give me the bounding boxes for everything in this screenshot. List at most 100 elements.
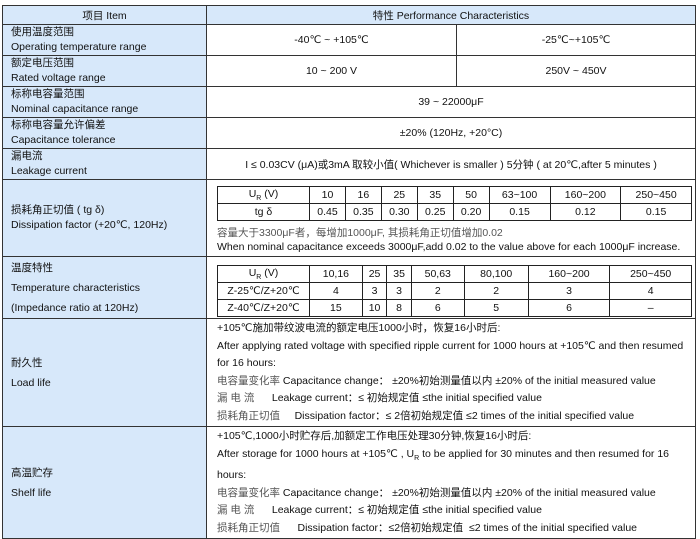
value-cell: 6 [410, 299, 465, 317]
line: +105℃施加带纹波电流的额定电压1000小时，恢复16小时后: [217, 322, 501, 334]
header-cell: 35 [416, 186, 454, 204]
row-label: Z-40℃/Z+20℃ [217, 299, 310, 317]
unit: (V) [264, 187, 279, 200]
label-temp-range: 使用温度范围 Operating temperature range [2, 24, 207, 56]
note-cn: 容量大于3300μF者，每增加1000μF, 其损耗角正切值增加0.02 [217, 227, 503, 239]
row-label: Z-25℃/Z+20℃ [217, 282, 310, 300]
label-cn: 温度特性 [11, 261, 53, 274]
table-row: tg δ 0.45 0.35 0.30 0.25 0.20 0.15 0.12 0.15 [217, 203, 692, 221]
label-cn: 损耗角正切值 ( tg δ) [11, 204, 105, 216]
note-en: When nominal capacitance exceeds 3000μF,… [217, 241, 681, 253]
label-en: Capacitance tolerance [11, 134, 116, 146]
line: 损耗角正切值 Dissipation factor：≤ 2倍初始规定值 ≤2 t… [217, 408, 685, 426]
label-leakage: 漏电流 Leakage current [2, 148, 207, 180]
header-cell: 80,100 [463, 265, 529, 283]
value-cell: 15 [309, 299, 363, 317]
value: -40℃ ~ +105℃ [206, 24, 457, 56]
item-en: Dissipation factor：≤2倍初始规定值 ≤2 times of … [282, 521, 638, 534]
value-cell: 0.25 [416, 203, 454, 221]
value-cell: 3 [361, 282, 388, 300]
header-cell: 16 [344, 186, 382, 204]
row-label: tg δ [217, 203, 310, 221]
value-cell: 5 [463, 299, 529, 317]
header-performance: 特性 Performance Characteristics [206, 5, 696, 25]
label-cn: 漏电流 [11, 150, 43, 162]
label-en: Leakage current [11, 165, 87, 177]
item-en: Capacitance change： ±20%初始测量值以内 ±20% of … [282, 374, 656, 387]
header-cell: 25 [361, 265, 388, 283]
header-cell: UR (V) [217, 265, 310, 283]
item-en: Capacitance change： ±20%初始测量值以内 ±20% of … [282, 486, 656, 499]
table-row: Z-40℃/Z+20℃ 15 10 8 6 5 6– [217, 299, 692, 317]
text: After storage for 1000 hours at +105℃ , … [217, 447, 415, 460]
header-cell: 50 [452, 186, 490, 204]
shelf-life-cell: +105℃,1000小时贮存后,加额定工作电压处理30分钟,恢复16小时后: A… [206, 425, 696, 539]
label-en: Shelf life [11, 486, 52, 499]
header-cell: 250~450 [609, 265, 692, 283]
value-cell: 0.30 [380, 203, 418, 221]
item-en: Leakage current：≤ 初始规定值 ≤the initial spe… [257, 504, 542, 517]
label-en: Nominal capacitance range [11, 103, 139, 115]
label-cn: 使用温度范围 [11, 26, 74, 38]
value-cell: 0.15 [620, 203, 692, 221]
line: +105℃,1000小时贮存后,加额定工作电压处理30分钟,恢复16小时后: [217, 430, 532, 442]
value-cell: 2 [410, 282, 465, 300]
value: I ≤ 0.03CV (μA)或3mA 取较小值( Whichever is s… [206, 148, 696, 180]
header-cell: UR (V) [217, 186, 310, 204]
label-cn: 额定电压范围 [11, 57, 74, 69]
label-dissipation: 损耗角正切值 ( tg δ) Dissipation factor (+20℃, … [2, 179, 207, 257]
unit: (V) [264, 266, 279, 279]
line: After storage for 1000 hours at +105℃ , … [217, 447, 670, 482]
label-en: Temperature characteristics [11, 281, 140, 294]
label-en: Operating temperature range [11, 41, 147, 53]
label-en: Rated voltage range [11, 72, 106, 84]
header-item: 项目 Item [2, 5, 207, 25]
value: 10 ~ 200 V [206, 55, 457, 87]
header-cell: 250~450 [620, 186, 692, 204]
table-row: UR (V) 10,16 25 35 50,63 80,100 160~200 250~450 [217, 265, 692, 283]
header-cell: 160~200 [527, 265, 611, 283]
value-cell: 0.12 [549, 203, 622, 221]
value-cell: 2 [463, 282, 529, 300]
value-cell: 10 [361, 299, 388, 317]
item-en: Leakage current：≤ 初始规定值 ≤the initial spe… [257, 392, 542, 404]
item-cn: 损耗角正切值 [217, 521, 280, 534]
label-cn: 标称电容量范围 [11, 88, 85, 100]
value: -25℃~+105℃ [456, 24, 696, 56]
temperature-table: UR (V) 10,16 25 35 50,63 80,100 160~200 250~450… [217, 265, 692, 317]
item-cn: 漏 电 流 [217, 392, 255, 404]
value-cell: 4 [309, 282, 363, 300]
header-cell: 160~200 [549, 186, 622, 204]
value-cell: 0.35 [344, 203, 382, 221]
line: 电容量变化率 Capacitance change： ±20%初始测量值以内 ±… [217, 373, 685, 391]
line: for 16 hours: [217, 357, 276, 369]
value: 250V ~ 450V [456, 55, 696, 87]
value-cell: 3 [386, 282, 412, 300]
dissipation-table: UR (V) 10 16 25 35 50 63~100 160~200 250~450 tg δ… [217, 186, 692, 221]
spec-table: 项目 Item 特性 Performance Characteristics 使用… [2, 5, 696, 539]
dissipation-cell: UR (V) 10 16 25 35 50 63~100 160~200 250~450 tg δ… [206, 179, 696, 257]
label-en2: (Impedance ratio at 120Hz) [11, 301, 139, 314]
line: 漏 电 流 Leakage current：≤ 初始规定值 ≤the initi… [217, 502, 685, 520]
label-en: Dissipation factor (+20℃, 120Hz) [11, 219, 168, 231]
line: 损耗角正切值 Dissipation factor：≤2倍初始规定值 ≤2 ti… [217, 520, 685, 538]
value-cell: 3 [527, 282, 611, 300]
value-cell: 0.45 [309, 203, 346, 221]
header-cell: 50,63 [410, 265, 465, 283]
header-cell: 10 [309, 186, 346, 204]
line: 漏 电 流 Leakage current：≤ 初始规定值 ≤the initi… [217, 390, 685, 408]
temperature-cell: UR (V) 10,16 25 35 50,63 80,100 160~200 250~450… [206, 256, 696, 319]
header-cell: 35 [386, 265, 412, 283]
header-cell: 63~100 [488, 186, 551, 204]
label-cn: 高温贮存 [11, 466, 53, 479]
label-cn: 耐久性 [11, 356, 43, 369]
table-row: UR (V) 10 16 25 35 50 63~100 160~200 250~450 [217, 186, 692, 204]
value-cell: 6 [527, 299, 611, 317]
label-shelf-life: 高温贮存 Shelf life [2, 425, 207, 539]
header-cell: 10,16 [309, 265, 363, 283]
value-cell: 0.20 [452, 203, 490, 221]
label-en: Load life [11, 376, 51, 389]
item-cn: 电容量变化率 [217, 486, 280, 499]
value-cell: 0.15 [488, 203, 551, 221]
item-en: Dissipation factor：≤ 2倍初始规定值 ≤2 times of… [282, 409, 635, 422]
